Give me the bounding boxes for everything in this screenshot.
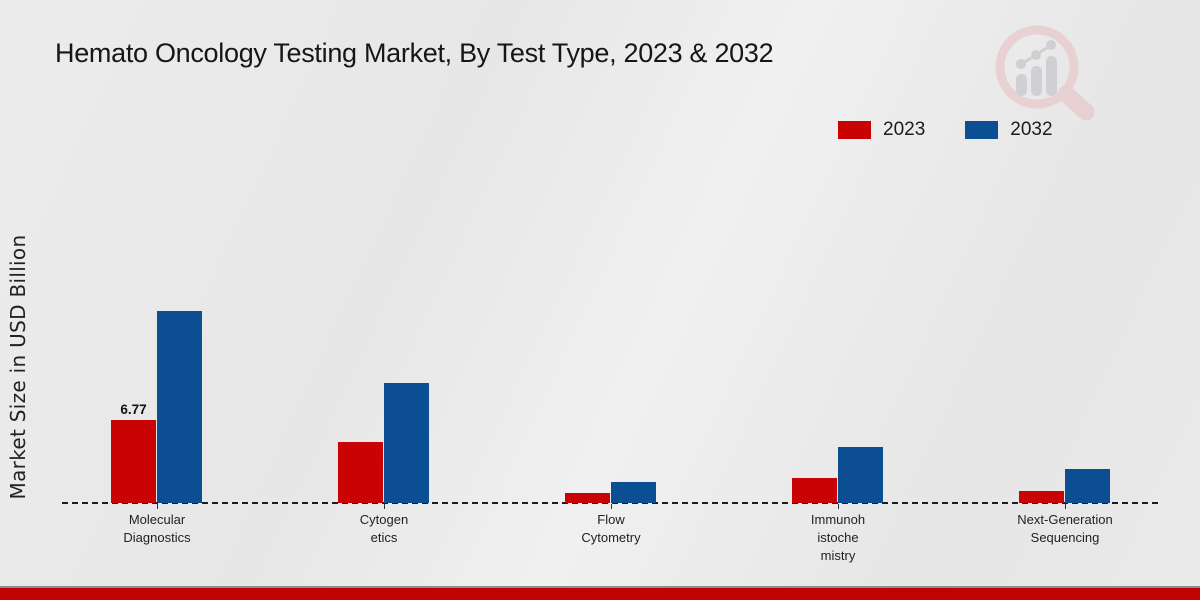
category-label-immunohistochemistry: Immunoh istoche mistry	[810, 512, 866, 563]
axis-tick-flow-cytometry	[610, 504, 612, 509]
bar-2023-next-generation-sequencing	[1019, 491, 1064, 503]
legend-label-2032: 2032	[1010, 119, 1053, 140]
axis-tick-immunohistochemistry	[837, 504, 839, 509]
legend: 2023 2032	[838, 119, 1053, 141]
axis-tick-molecular-diagnostics	[156, 504, 158, 509]
x-axis-baseline	[62, 502, 1158, 504]
bar-2032-flow-cytometry	[611, 482, 656, 503]
legend-label-2023: 2023	[883, 119, 926, 140]
axis-tick-cytogenetics	[383, 504, 385, 509]
category-label-next-generation-sequencing: Next-Generation Sequencing	[1017, 512, 1113, 545]
legend-swatch-2032	[965, 121, 999, 139]
category-label-cytogenetics: Cytogen etics	[359, 512, 409, 545]
chart-title: Hemato Oncology Testing Market, By Test …	[55, 38, 774, 68]
bar-2032-next-generation-sequencing	[1065, 469, 1110, 503]
category-label-flow-cytometry: Flow Cytometry	[581, 512, 641, 545]
category-label-molecular-diagnostics: Molecular Diagnostics	[123, 512, 191, 545]
bar-2023-immunohistochemistry	[792, 478, 837, 503]
bar-chart-magnifier-logo-icon	[995, 25, 1095, 120]
bar-2032-immunohistochemistry	[838, 447, 883, 503]
axis-tick-next-generation-sequencing	[1064, 504, 1066, 509]
bar-2023-molecular-diagnostics	[111, 420, 156, 503]
bar-value-label: 6.77	[120, 402, 147, 418]
legend-item-2032: 2032	[965, 119, 1053, 141]
bar-2032-molecular-diagnostics	[157, 311, 202, 503]
bar-2032-cytogenetics	[384, 383, 429, 503]
legend-item-2023: 2023	[838, 119, 925, 141]
bar-2023-cytogenetics	[338, 442, 383, 503]
legend-swatch-2023	[838, 121, 871, 139]
bar-2023-flow-cytometry	[565, 493, 610, 503]
footer-strip	[0, 586, 1200, 600]
